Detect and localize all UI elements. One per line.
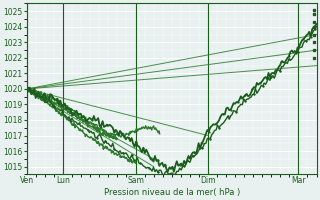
- X-axis label: Pression niveau de la mer( hPa ): Pression niveau de la mer( hPa ): [104, 188, 240, 197]
